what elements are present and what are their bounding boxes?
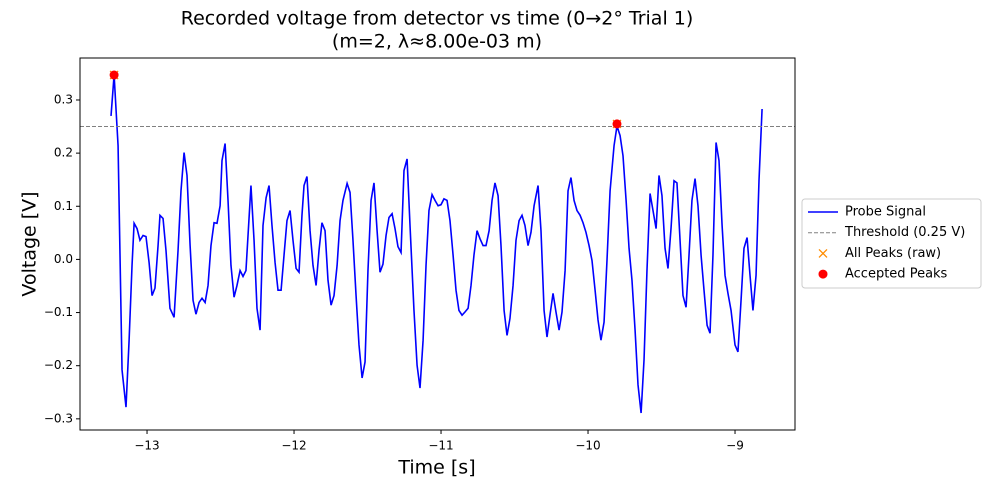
chart-subtitle: (m=2, λ≈8.00e-03 m)	[332, 31, 542, 53]
x-tick-label: −12	[281, 439, 306, 453]
x-tick-label: −11	[428, 439, 453, 453]
y-tick-label: 0.1	[54, 199, 73, 213]
y-axis-label: Voltage [V]	[19, 191, 41, 296]
y-tick-label: 0.0	[54, 252, 73, 266]
legend-swatch	[818, 248, 828, 258]
y-tick-label: −0.1	[44, 305, 73, 319]
legend-swatch	[818, 269, 828, 279]
legend-label: All Peaks (raw)	[845, 246, 941, 261]
x-tick-label: −10	[575, 439, 600, 453]
legend-label: Threshold (0.25 V)	[844, 225, 965, 240]
plot-frame	[79, 57, 796, 431]
y-tick-label: 0.2	[54, 146, 73, 160]
accepted-peak	[109, 70, 119, 80]
y-tick-label: 0.3	[54, 92, 73, 106]
chart-title: Recorded voltage from detector vs time (…	[181, 8, 694, 30]
x-tick-label: −9	[726, 439, 744, 453]
signal-line	[110, 74, 763, 414]
accepted-peak	[612, 119, 622, 129]
legend-label: Accepted Peaks	[845, 267, 948, 282]
y-tick-label: −0.3	[44, 411, 73, 425]
y-tick-label: −0.2	[44, 358, 73, 372]
x-tick-label: −13	[134, 439, 159, 453]
legend-label: Probe Signal	[845, 205, 926, 220]
x-axis-label: Time [s]	[397, 457, 475, 479]
legend-box	[801, 198, 982, 289]
